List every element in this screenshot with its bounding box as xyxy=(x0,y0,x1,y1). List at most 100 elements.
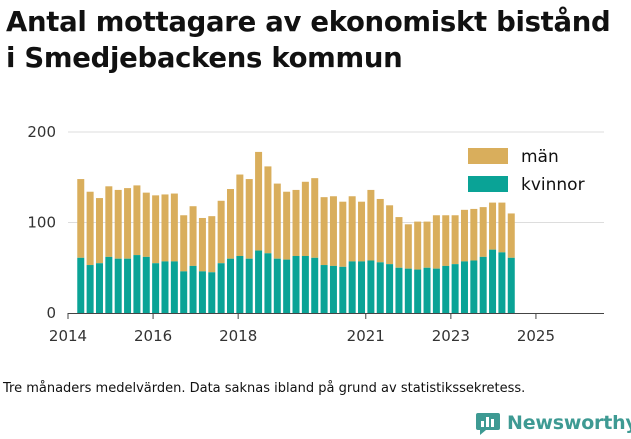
bar-man xyxy=(180,215,188,272)
bar-kvinnor xyxy=(414,269,422,313)
bar-kvinnor xyxy=(170,261,178,313)
bar-kvinnor xyxy=(292,255,300,313)
bar-man xyxy=(414,221,422,270)
bar-man xyxy=(236,174,244,256)
y-tick-label: 200 xyxy=(27,123,56,141)
bar-man xyxy=(489,202,497,250)
bar-kvinnor xyxy=(236,255,244,313)
legend-label: män xyxy=(521,147,559,167)
bar-man xyxy=(95,198,103,264)
bar-kvinnor xyxy=(386,264,394,313)
bar-man xyxy=(311,178,319,258)
y-tick-label: 0 xyxy=(46,304,56,322)
bar-kvinnor xyxy=(180,271,188,313)
bar-kvinnor xyxy=(105,256,113,313)
bar-kvinnor xyxy=(451,264,459,313)
x-tick-label: 2025 xyxy=(517,327,555,345)
bar-man xyxy=(217,200,225,264)
bar-kvinnor xyxy=(507,257,515,313)
bar-kvinnor xyxy=(367,260,375,313)
bar-kvinnor xyxy=(339,266,347,313)
bar-man xyxy=(77,179,85,258)
title-line-1: Antal mottagare av ekonomiskt bistånd xyxy=(6,6,611,38)
bar-man xyxy=(124,188,132,259)
bar-kvinnor xyxy=(152,263,160,313)
x-tick-label: 2023 xyxy=(432,327,470,345)
bar-kvinnor xyxy=(320,265,328,313)
bar-man xyxy=(442,215,450,266)
bar-kvinnor xyxy=(95,263,103,313)
bar-man xyxy=(367,189,375,261)
bar-kvinnor xyxy=(208,272,216,313)
bar-man xyxy=(292,189,300,256)
bar-kvinnor xyxy=(329,265,337,313)
bar-kvinnor xyxy=(142,256,150,313)
bar-kvinnor xyxy=(358,261,366,313)
bar-man xyxy=(105,186,113,257)
bar-kvinnor xyxy=(489,249,497,313)
bar-kvinnor xyxy=(124,258,132,313)
bar-man xyxy=(208,216,216,273)
bar-man xyxy=(432,215,440,269)
bar-man xyxy=(329,196,337,266)
bar-kvinnor xyxy=(161,261,169,313)
bar-man xyxy=(245,179,253,259)
title-line-2: i Smedjebackens kommun xyxy=(6,42,403,74)
bar-kvinnor xyxy=(460,261,468,313)
bar-man xyxy=(404,224,412,269)
bar-kvinnor xyxy=(498,252,506,313)
bar-man xyxy=(170,193,178,262)
bar-kvinnor xyxy=(376,262,384,313)
newsworthy-logo-icon xyxy=(476,413,500,435)
x-tick-label: 2014 xyxy=(49,327,87,345)
bar-man xyxy=(255,151,263,251)
bar-kvinnor xyxy=(348,261,356,313)
bar-man xyxy=(152,195,160,264)
bar-kvinnor xyxy=(301,255,309,313)
bar-kvinnor xyxy=(442,265,450,313)
bar-kvinnor xyxy=(404,268,412,313)
bar-kvinnor xyxy=(432,268,440,313)
bar-man xyxy=(198,217,206,272)
brand-logo[interactable]: Newsworthy xyxy=(475,409,631,437)
bar-kvinnor xyxy=(86,265,94,313)
legend-label: kvinnor xyxy=(521,175,585,195)
bar-kvinnor xyxy=(470,260,478,313)
bar-kvinnor xyxy=(479,256,487,313)
x-tick-label: 2021 xyxy=(347,327,385,345)
bar-man xyxy=(320,197,328,266)
bar-man xyxy=(358,201,366,262)
bar-kvinnor xyxy=(245,258,253,313)
bar-kvinnor xyxy=(77,257,85,313)
bar-man xyxy=(479,207,487,257)
bar-kvinnor xyxy=(198,271,206,313)
bar-man xyxy=(507,213,515,258)
bar-man xyxy=(460,209,468,262)
x-tick-label: 2018 xyxy=(219,327,257,345)
bar-man xyxy=(114,189,122,259)
bar-man xyxy=(376,198,384,263)
bar-man xyxy=(348,196,356,262)
bar-kvinnor xyxy=(217,263,225,313)
bar-kvinnor xyxy=(264,253,272,313)
bar-kvinnor xyxy=(227,258,235,313)
bar-man xyxy=(189,206,197,266)
bar-kvinnor xyxy=(114,258,122,313)
bar-man xyxy=(273,183,281,259)
bar-man xyxy=(86,191,94,266)
footnote: Tre månaders medelvärden. Data saknas ib… xyxy=(3,381,526,396)
bar-man xyxy=(339,201,347,267)
stacked-bar-chart: 0 100 200 2014 2016 2018 2021 2023 2025 män kvinno… xyxy=(27,123,604,345)
bar-kvinnor xyxy=(283,259,291,313)
bar-man xyxy=(133,185,141,256)
bar-man xyxy=(423,221,431,268)
bar-kvinnor xyxy=(395,267,403,313)
bar-kvinnor xyxy=(273,258,281,313)
bar-man xyxy=(498,202,506,253)
bar-kvinnor xyxy=(133,255,141,313)
legend-swatch xyxy=(468,176,508,192)
bar-kvinnor xyxy=(311,257,319,313)
chart-title: Antal mottagare av ekonomiskt bistånd i … xyxy=(6,4,628,76)
bar-man xyxy=(142,192,150,257)
bar-man xyxy=(227,189,235,259)
